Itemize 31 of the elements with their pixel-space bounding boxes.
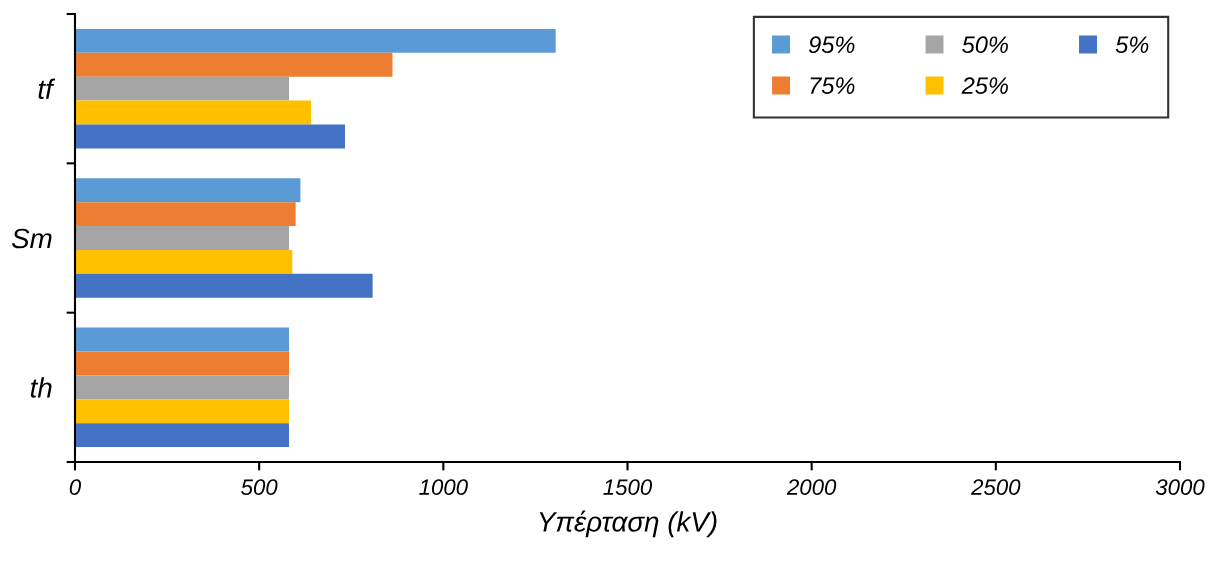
x-tick-label: 1000 [419,479,468,495]
bar [75,76,289,101]
x-tick-label: 3000 [1155,479,1205,495]
y-tick-label: tf [38,78,56,100]
bar [75,226,289,250]
bar [75,375,289,400]
bar [75,423,289,448]
bar [75,124,345,149]
x-tick-label: 2500 [970,479,1021,495]
legend-label: 95% [808,36,855,54]
x-tick-label: 500 [241,479,278,495]
x-tick-label: 2000 [786,479,837,495]
x-tick-label: 0 [69,479,81,495]
bar [75,327,289,352]
bar [75,100,312,125]
legend-label: 25% [961,77,1008,94]
bar [75,202,296,227]
y-tick-label: th [30,377,52,398]
bar [75,351,289,376]
legend-label: 5% [1115,36,1149,54]
x-axis-title: Υπέρταση (kV) [539,510,717,538]
bar [75,52,393,77]
bar [75,249,293,274]
bar [75,399,289,424]
x-tick-label: 1500 [603,479,653,495]
y-tick-label: Sm [11,228,52,249]
legend-label: 75% [810,77,855,94]
bar [75,28,556,53]
bar [75,273,373,298]
bar [75,178,301,203]
legend-label: 50% [962,36,1008,54]
